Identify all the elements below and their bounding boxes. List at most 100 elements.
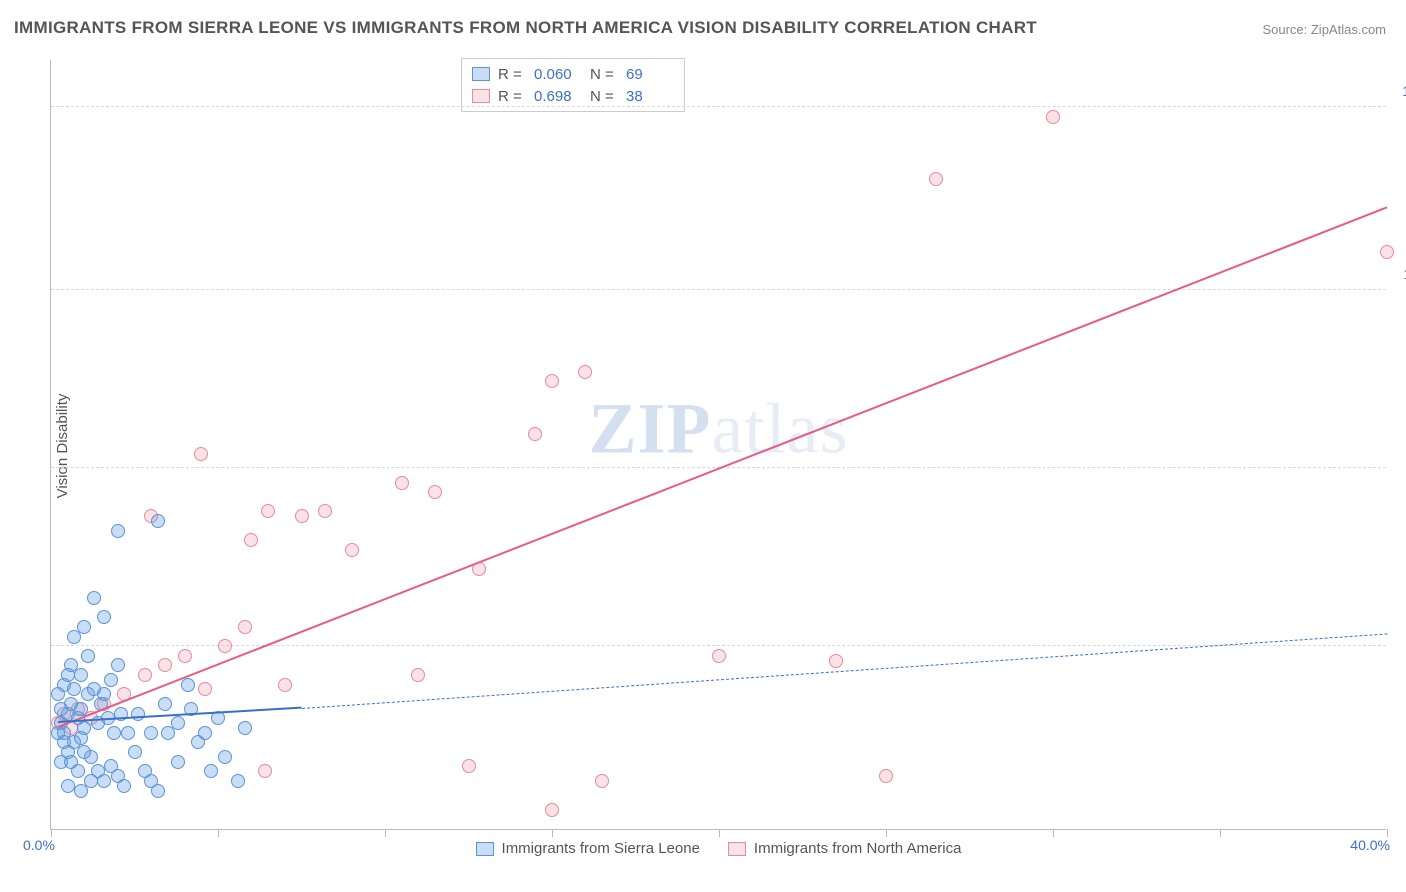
- legend-series: Immigrants from Sierra Leone Immigrants f…: [476, 840, 962, 857]
- x-tick: [51, 829, 52, 837]
- legend-r-value: 0.698: [534, 88, 582, 105]
- x-tick: [385, 829, 386, 837]
- data-point-blue: [74, 702, 88, 716]
- data-point-blue: [97, 687, 111, 701]
- data-point-blue: [71, 764, 85, 778]
- data-point-pink: [238, 620, 252, 634]
- legend-label: Immigrants from North America: [754, 840, 962, 857]
- legend-swatch: [728, 842, 746, 856]
- legend-item: Immigrants from North America: [728, 840, 962, 857]
- source-label: Source: ZipAtlas.com: [1262, 22, 1386, 37]
- data-point-blue: [87, 591, 101, 605]
- data-point-pink: [545, 374, 559, 388]
- legend-swatch: [472, 67, 490, 81]
- data-point-pink: [428, 485, 442, 499]
- data-point-pink: [578, 365, 592, 379]
- x-tick: [1053, 829, 1054, 837]
- data-point-blue: [54, 702, 68, 716]
- legend-item: Immigrants from Sierra Leone: [476, 840, 700, 857]
- data-point-blue: [171, 755, 185, 769]
- data-point-blue: [61, 779, 75, 793]
- data-point-blue: [67, 630, 81, 644]
- legend-label: Immigrants from Sierra Leone: [502, 840, 700, 857]
- x-tick: [1387, 829, 1388, 837]
- data-point-pink: [545, 803, 559, 817]
- data-point-blue: [171, 716, 185, 730]
- data-point-pink: [278, 678, 292, 692]
- data-point-pink: [595, 774, 609, 788]
- data-point-blue: [144, 726, 158, 740]
- data-point-pink: [261, 504, 275, 518]
- data-point-pink: [178, 649, 192, 663]
- data-point-pink: [879, 769, 893, 783]
- data-point-pink: [198, 682, 212, 696]
- legend-n-value: 38: [626, 88, 674, 105]
- x-tick: [1220, 829, 1221, 837]
- gridline: [51, 289, 1386, 290]
- legend-r-label: R =: [498, 88, 526, 105]
- legend-n-value: 69: [626, 66, 674, 83]
- legend-r-label: R =: [498, 66, 526, 83]
- x-axis-max-label: 40.0%: [1350, 837, 1390, 853]
- data-point-blue: [104, 673, 118, 687]
- data-point-blue: [238, 721, 252, 735]
- data-point-blue: [158, 697, 172, 711]
- data-point-blue: [128, 745, 142, 759]
- legend-r-value: 0.060: [534, 66, 582, 83]
- data-point-pink: [318, 504, 332, 518]
- x-tick: [218, 829, 219, 837]
- data-point-blue: [218, 750, 232, 764]
- data-point-pink: [158, 658, 172, 672]
- data-point-pink: [712, 649, 726, 663]
- data-point-pink: [929, 172, 943, 186]
- data-point-blue: [97, 610, 111, 624]
- data-point-blue: [74, 731, 88, 745]
- data-point-blue: [74, 784, 88, 798]
- data-point-blue: [121, 726, 135, 740]
- legend-n-label: N =: [590, 66, 618, 83]
- gridline: [51, 106, 1386, 107]
- gridline: [51, 645, 1386, 646]
- data-point-pink: [1046, 110, 1060, 124]
- data-point-blue: [74, 668, 88, 682]
- x-tick: [886, 829, 887, 837]
- y-tick-label: 15.0%: [1402, 83, 1406, 99]
- data-point-blue: [61, 668, 75, 682]
- data-point-blue: [198, 726, 212, 740]
- legend-swatch: [472, 89, 490, 103]
- plot-area: ZIPatlas R =0.060N =69R =0.698N =38 Immi…: [50, 60, 1386, 830]
- data-point-blue: [107, 726, 121, 740]
- data-point-pink: [829, 654, 843, 668]
- legend-row: R = 0.698 N = 38: [472, 85, 674, 107]
- data-point-blue: [151, 514, 165, 528]
- watermark-bold: ZIP: [589, 389, 712, 469]
- data-point-pink: [218, 639, 232, 653]
- data-point-blue: [151, 784, 165, 798]
- data-point-blue: [81, 649, 95, 663]
- data-point-blue: [117, 779, 131, 793]
- data-point-pink: [345, 543, 359, 557]
- data-point-blue: [77, 745, 91, 759]
- data-point-pink: [1380, 245, 1394, 259]
- legend-row: R = 0.060 N = 69: [472, 63, 674, 85]
- legend-correlation: R = 0.060 N = 69 R = 0.698 N = 38: [461, 58, 685, 112]
- data-point-pink: [258, 764, 272, 778]
- data-point-pink: [138, 668, 152, 682]
- data-point-blue: [204, 764, 218, 778]
- watermark: ZIPatlas: [589, 388, 849, 471]
- data-point-pink: [411, 668, 425, 682]
- data-point-pink: [395, 476, 409, 490]
- data-point-blue: [51, 687, 65, 701]
- data-point-blue: [97, 774, 111, 788]
- data-point-pink: [244, 533, 258, 547]
- legend-n-label: N =: [590, 88, 618, 105]
- data-point-pink: [295, 509, 309, 523]
- x-axis-min-label: 0.0%: [23, 837, 55, 853]
- data-point-blue: [67, 682, 81, 696]
- legend-swatch: [476, 842, 494, 856]
- data-point-blue: [111, 658, 125, 672]
- data-point-blue: [54, 755, 68, 769]
- data-point-blue: [231, 774, 245, 788]
- data-point-pink: [194, 447, 208, 461]
- data-point-pink: [462, 759, 476, 773]
